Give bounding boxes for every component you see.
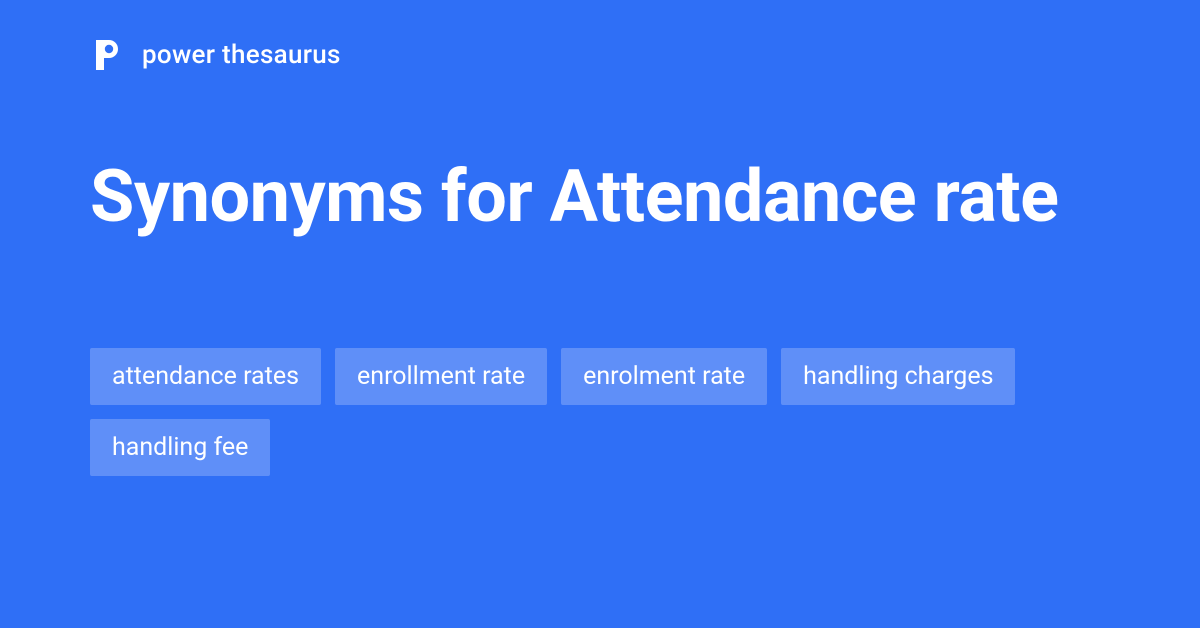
synonym-list: attendance rates enrollment rate enrolme… [90,348,1110,476]
synonym-chip[interactable]: enrolment rate [561,348,767,405]
synonym-chip[interactable]: handling fee [90,419,270,476]
brand-logo-icon [90,38,124,72]
page-title: Synonyms for Attendance rate [90,157,1110,238]
header: power thesaurus [90,38,1110,72]
brand-name: power thesaurus [142,40,341,70]
synonym-chip[interactable]: attendance rates [90,348,321,405]
synonym-chip[interactable]: handling charges [781,348,1015,405]
synonym-chip[interactable]: enrollment rate [335,348,547,405]
